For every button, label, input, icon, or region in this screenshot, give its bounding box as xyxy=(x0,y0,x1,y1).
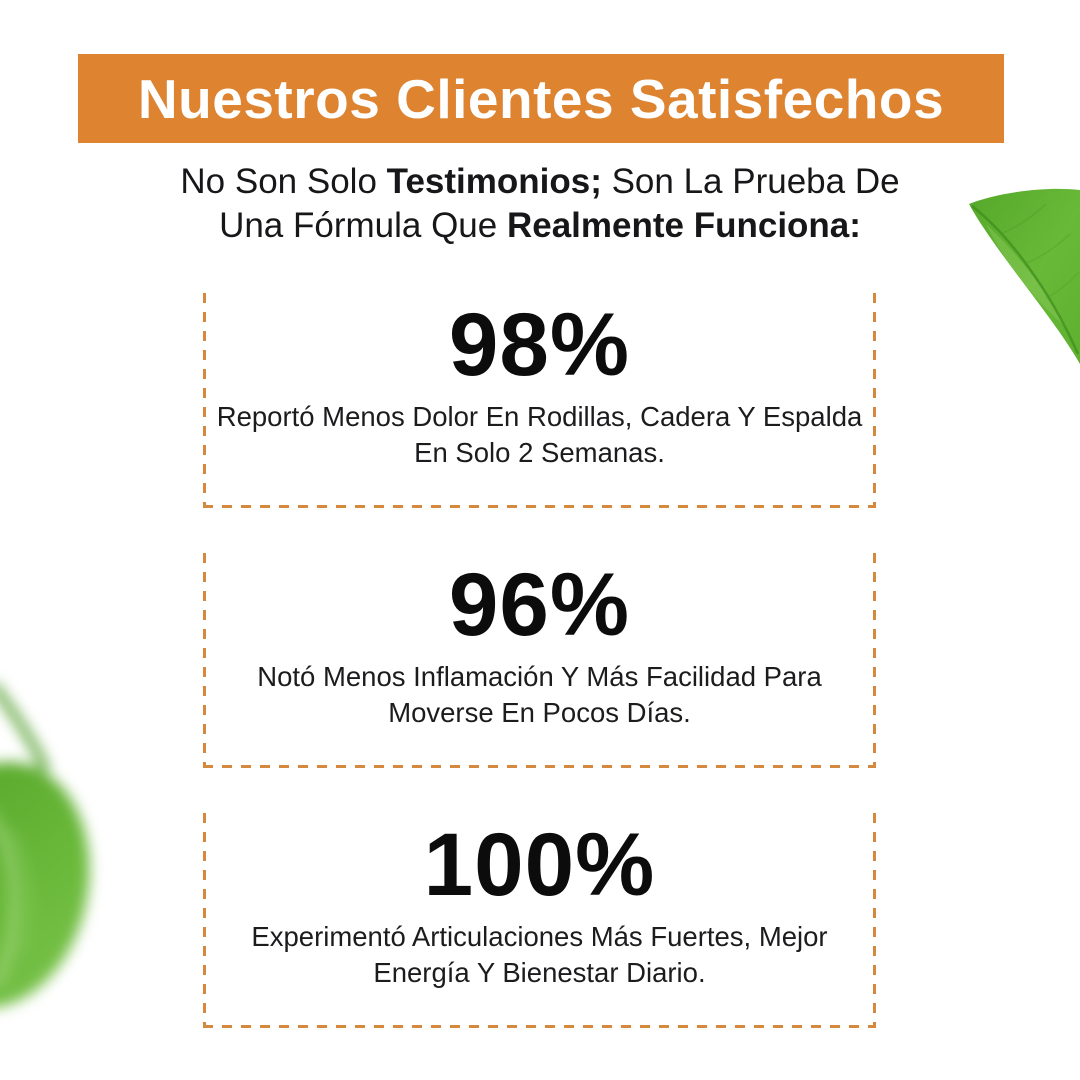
stat-description: Experimentó Articulaciones Más Fuertes, … xyxy=(251,921,828,988)
subtitle-line-1: No Son Solo Testimonios; Son La Prueba D… xyxy=(180,162,900,201)
stat-card-98: 98% Reportó Menos Dolor En Rodillas, Cad… xyxy=(203,293,876,508)
dashed-border-right xyxy=(873,553,876,768)
blurred-leaf-icon xyxy=(0,680,96,1012)
page-title: Nuestros Clientes Satisfechos xyxy=(137,67,945,130)
dashed-border-bottom xyxy=(203,1025,876,1028)
dashed-border-right xyxy=(873,813,876,1028)
dashed-border-left xyxy=(203,813,206,1028)
dashed-border-left xyxy=(203,553,206,768)
dashed-border-bottom xyxy=(203,505,876,508)
title-banner: Nuestros Clientes Satisfechos xyxy=(78,54,1004,143)
dashed-border-left xyxy=(203,293,206,508)
stat-card-96: 96% Notó Menos Inflamación Y Más Facilid… xyxy=(203,553,876,768)
stat-card-100: 100% Experimentó Articulaciones Más Fuer… xyxy=(203,813,876,1028)
stat-value: 96% xyxy=(448,554,631,654)
subtitle-line-2: Una Fórmula Que Realmente Funciona: xyxy=(219,206,861,245)
dashed-border-bottom xyxy=(203,765,876,768)
stat-description: Notó Menos Inflamación Y Más Facilidad P… xyxy=(257,661,822,728)
dashed-border-right xyxy=(873,293,876,508)
leaf-icon xyxy=(966,186,1080,368)
subtitle: No Son Solo Testimonios; Son La Prueba D… xyxy=(0,160,1080,248)
stat-value: 98% xyxy=(448,294,631,394)
stat-value: 100% xyxy=(423,814,656,914)
stat-description: Reportó Menos Dolor En Rodillas, Cadera … xyxy=(216,401,863,468)
